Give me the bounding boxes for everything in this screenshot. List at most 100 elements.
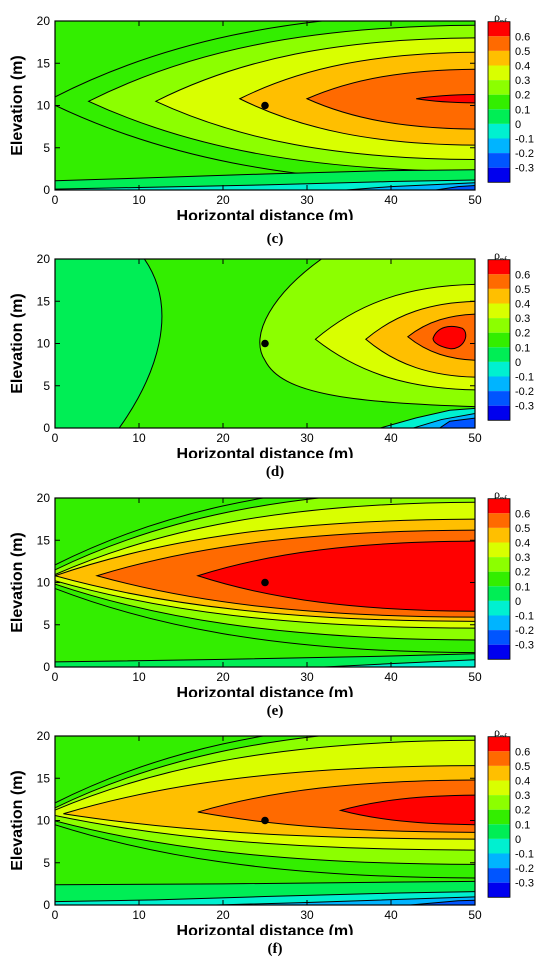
legend-label: -0.3 [515, 878, 534, 890]
x-tick-label: 20 [216, 193, 230, 207]
x-tick-label: 10 [132, 670, 146, 684]
legend-label: 0.1 [515, 819, 530, 831]
contour-field [55, 259, 475, 428]
x-tick-label: 40 [384, 670, 398, 684]
legend-frame [487, 498, 511, 660]
x-tick-label: 50 [468, 908, 482, 922]
legend-label: 0.3 [515, 75, 530, 87]
legend-swatch [488, 332, 510, 348]
legend-label: 0.4 [515, 61, 530, 73]
x-tick-label: 30 [300, 670, 314, 684]
contour-band [313, 659, 475, 667]
x-tick-label: 30 [300, 431, 314, 445]
legend-label: 0.5 [515, 46, 530, 58]
legend-swatch [488, 527, 510, 543]
y-tick-label: 0 [43, 660, 50, 674]
legend-swatch [488, 109, 510, 124]
contour-panel-f: 0 10 20 30 40 50 0 5 10 15 20 Horizontal distance (… [0, 720, 550, 960]
legend-label: 0.2 [515, 90, 530, 102]
legend-label: -0.3 [515, 163, 534, 175]
legend-swatch [488, 94, 510, 110]
y-axis-title: Elevation (m) [9, 770, 26, 870]
legend-swatch [488, 736, 510, 752]
x-tick-label: 20 [216, 670, 230, 684]
legend-label: 0.2 [515, 567, 530, 579]
contour-band [198, 896, 475, 905]
legend-label: 0.3 [515, 790, 530, 802]
x-tick-label: 30 [300, 193, 314, 207]
y-tick-label: 10 [37, 576, 51, 590]
legend-label: 0.3 [515, 313, 530, 325]
legend-swatch [488, 303, 510, 319]
legend-label: -0.2 [515, 625, 534, 637]
legend-swatch [488, 123, 510, 139]
x-tick-label: 30 [300, 908, 314, 922]
legend-label: 0.6 [515, 31, 530, 43]
x-tick-label: 10 [132, 431, 146, 445]
y-tick-label: 0 [43, 183, 50, 197]
y-tick-label: 15 [37, 533, 51, 547]
x-axis-title: Horizontal distance (m) [177, 685, 354, 697]
legend-label: 0.3 [515, 552, 530, 564]
legend-swatch [488, 615, 510, 631]
legend-swatch [488, 795, 510, 810]
legend-label: 0.5 [515, 284, 530, 296]
legend-swatch [488, 167, 510, 183]
legend-label: 0.1 [515, 104, 530, 116]
contour-panel-e: 0 10 20 30 40 50 0 5 10 15 20 Horizontal distance (… [0, 482, 550, 722]
legend-label: 0.5 [515, 523, 530, 535]
legend-swatch [488, 36, 510, 51]
legend-swatch [488, 809, 510, 825]
legend-swatch [488, 838, 510, 854]
contour-band-0.6 [416, 94, 475, 104]
y-tick-label: 0 [43, 898, 50, 912]
legend-label: 0.4 [515, 776, 530, 788]
x-tick-label: 20 [216, 431, 230, 445]
legend-label: 0 [515, 834, 521, 846]
x-tick-label: 10 [132, 908, 146, 922]
legend-swatch [488, 347, 510, 362]
x-axis-title: Horizontal distance (m) [177, 208, 354, 220]
measurement-point [261, 578, 269, 587]
legend-label: 0.1 [515, 342, 530, 354]
measurement-point [261, 339, 269, 348]
legend-label: 0.5 [515, 761, 530, 773]
y-tick-label: 20 [37, 14, 51, 28]
contour-field [55, 736, 475, 905]
contour-field [55, 498, 475, 667]
legend-label: 0.4 [515, 538, 530, 550]
legend-frame [487, 21, 511, 183]
legend-frame [487, 736, 511, 898]
y-tick-label: 15 [37, 771, 51, 785]
y-tick-label: 20 [37, 491, 51, 505]
legend-label: -0.2 [515, 863, 534, 875]
y-tick-label: 10 [37, 814, 51, 828]
contour-band-0.5 [305, 68, 475, 130]
y-axis-title: Elevation (m) [9, 55, 26, 155]
contour-band-0.6 [196, 540, 475, 612]
legend-label: -0.1 [515, 611, 534, 623]
legend-swatch [488, 542, 510, 558]
legend-swatch [488, 65, 510, 81]
caption-f: (f) [267, 941, 283, 957]
x-tick-label: 20 [216, 908, 230, 922]
contour-panel-d: 0 10 20 30 40 50 0 5 10 15 20 Horizontal distance (… [0, 243, 550, 483]
legend-swatch [488, 50, 510, 66]
legend-swatch [488, 586, 510, 601]
legend-label: 0 [515, 596, 521, 608]
contour-panel-c: 0 10 20 30 40 50 0 5 10 15 20 Horizontal distance (… [0, 5, 550, 247]
caption-c: (c) [266, 231, 284, 247]
x-tick-label: 0 [52, 431, 59, 445]
legend-swatch [488, 765, 510, 781]
measurement-point [261, 816, 269, 825]
legend-label: 0.2 [515, 805, 530, 817]
legend-label: -0.2 [515, 148, 534, 160]
legend-swatch [488, 513, 510, 528]
legend-swatch [488, 391, 510, 406]
measurement-point [261, 101, 269, 110]
legend-label: 0.6 [515, 269, 530, 281]
y-tick-label: 5 [43, 618, 50, 632]
